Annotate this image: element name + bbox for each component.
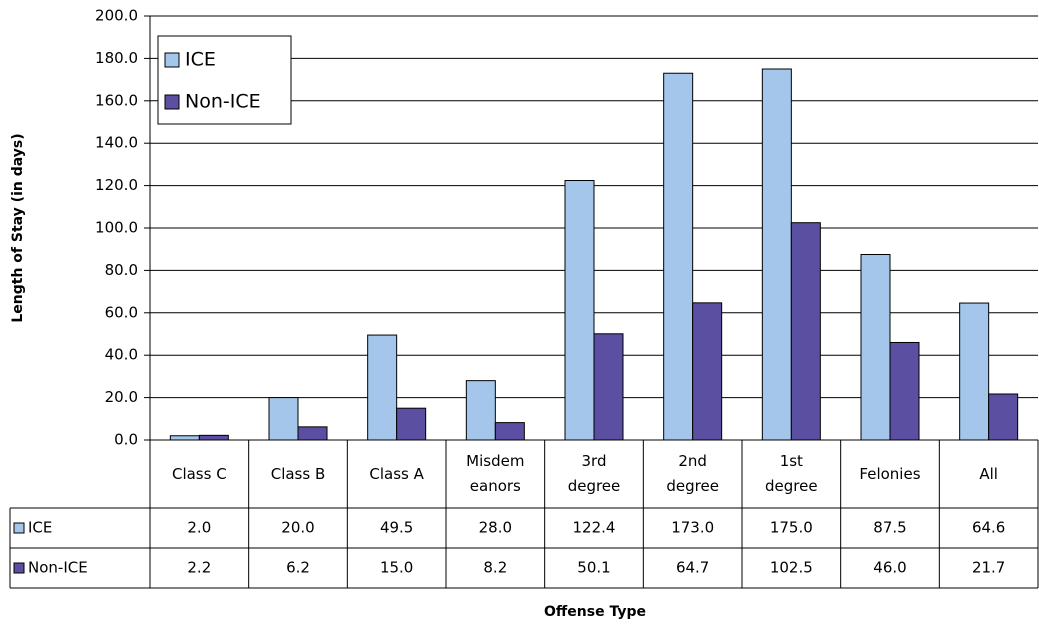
- table-value: 102.5: [770, 559, 813, 577]
- table-value: 122.4: [573, 519, 616, 537]
- table-value: 28.0: [479, 519, 512, 537]
- legend-label: Non-ICE: [185, 91, 261, 113]
- x-axis-title: Offense Type: [544, 604, 646, 620]
- legend-key: [164, 52, 180, 68]
- table-value: 46.0: [873, 559, 906, 577]
- bar: [790, 222, 821, 441]
- table-value: 64.7: [676, 559, 709, 577]
- table-value: 50.1: [577, 559, 610, 577]
- table-value: 173.0: [671, 519, 714, 537]
- table-value: 2.0: [187, 519, 211, 537]
- y-tick-label: 200.0: [95, 7, 138, 25]
- legend-key: [164, 94, 180, 110]
- table-value: 175.0: [770, 519, 813, 537]
- y-axis-title: Length of Stay (in days): [10, 133, 26, 322]
- bar: [494, 422, 525, 441]
- y-tick-label: 60.0: [105, 303, 138, 321]
- table-series-name: ICE: [28, 519, 52, 537]
- y-tick-label: 180.0: [95, 49, 138, 67]
- bar: [593, 333, 624, 441]
- y-tick-label: 20.0: [105, 388, 138, 406]
- x-tick-label: Felonies: [859, 464, 921, 483]
- table-value: 49.5: [380, 519, 413, 537]
- legend-box: [157, 35, 292, 125]
- legend-key: [13, 562, 25, 574]
- bar: [465, 380, 496, 441]
- table-value: 87.5: [873, 519, 906, 537]
- bar: [396, 407, 427, 441]
- x-tick-label: Class C: [171, 464, 227, 483]
- table-value: 8.2: [483, 559, 507, 577]
- bar: [761, 68, 792, 441]
- x-tick-label: 3rd degree: [567, 452, 621, 495]
- table-series-name: Non-ICE: [28, 559, 88, 577]
- y-tick-label: 40.0: [105, 346, 138, 364]
- table-value: 64.6: [972, 519, 1005, 537]
- y-tick-label: 80.0: [105, 261, 138, 279]
- bar: [860, 254, 891, 441]
- bar: [367, 334, 398, 441]
- bar: [889, 341, 920, 441]
- legend-key: [13, 522, 25, 534]
- bar: [988, 393, 1019, 441]
- y-tick-label: 120.0: [95, 176, 138, 194]
- bar: [692, 302, 723, 441]
- bar: [959, 302, 990, 441]
- x-tick-label: All: [979, 464, 998, 483]
- table-value: 21.7: [972, 559, 1005, 577]
- table-value: 15.0: [380, 559, 413, 577]
- y-tick-label: 100.0: [95, 219, 138, 237]
- x-tick-label: 1st degree: [765, 452, 818, 495]
- x-tick-label: Class A: [369, 464, 424, 483]
- x-tick-label: 2nd degree: [666, 452, 719, 495]
- x-tick-label: Misdemeanors: [466, 452, 525, 495]
- x-tick-label: Class B: [270, 464, 326, 483]
- bar: [198, 434, 229, 441]
- table-value: 20.0: [281, 519, 314, 537]
- bar: [268, 397, 299, 441]
- table-value: 2.2: [187, 559, 211, 577]
- bar: [564, 180, 595, 441]
- bar: [297, 426, 328, 441]
- y-tick-label: 140.0: [95, 134, 138, 152]
- y-tick-label: 160.0: [95, 91, 138, 109]
- table-value: 6.2: [286, 559, 310, 577]
- bar: [663, 72, 694, 441]
- legend-label: ICE: [185, 49, 216, 71]
- y-tick-label: 0.0: [114, 431, 138, 449]
